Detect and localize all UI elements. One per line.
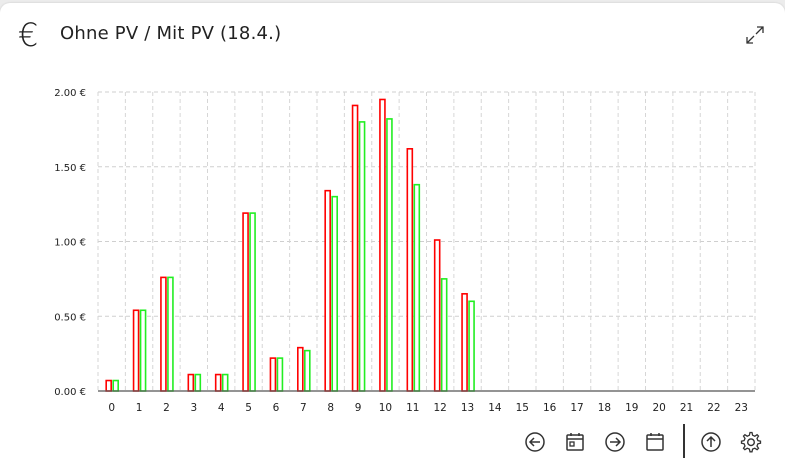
calendar-icon[interactable]	[643, 430, 667, 454]
bar-series-2	[468, 300, 475, 392]
bar-series-2	[194, 373, 202, 392]
x-tick-label: 11	[406, 402, 419, 414]
x-tick-label: 7	[300, 402, 307, 414]
bar-series-1	[461, 293, 468, 392]
bar-series-1	[379, 98, 386, 392]
bar-series-2	[440, 278, 448, 392]
y-tick-label: 1.50 €	[54, 163, 86, 174]
bar-series-2	[112, 379, 119, 392]
bar-series-2	[358, 121, 366, 392]
x-tick-label: 12	[434, 402, 447, 414]
bar-series-1	[187, 373, 195, 392]
toolbar-divider	[683, 424, 685, 458]
x-tick-label: 5	[245, 402, 252, 414]
arrow-right-circle-icon[interactable]	[603, 430, 627, 454]
bar-series-1	[406, 148, 414, 392]
x-tick-label: 4	[218, 402, 225, 414]
bar-series-2	[331, 195, 338, 392]
euro-icon: €	[18, 16, 39, 54]
bar-series-2	[167, 276, 174, 392]
bar-series-2	[304, 349, 311, 392]
y-tick-label: 0.50 €	[54, 312, 86, 323]
bar-series-1	[297, 346, 304, 392]
x-tick-label: 0	[108, 402, 115, 414]
x-tick-label: 18	[598, 402, 611, 414]
bar-series-2	[386, 118, 393, 392]
x-tick-label: 17	[570, 402, 583, 414]
expand-icon[interactable]	[745, 25, 765, 45]
arrow-up-circle-icon[interactable]	[699, 430, 723, 454]
bar-series-1	[160, 276, 167, 392]
bar-series-1	[351, 104, 359, 392]
x-tick-label: 13	[461, 402, 474, 414]
x-tick-label: 23	[735, 402, 748, 414]
bar-series-1	[269, 357, 277, 392]
bar-series-2	[139, 309, 147, 392]
x-tick-label: 15	[516, 402, 529, 414]
bar-series-2	[276, 357, 284, 392]
x-tick-label: 19	[625, 402, 638, 414]
bar-series-1	[242, 212, 249, 392]
bar-series-1	[105, 379, 112, 392]
y-tick-label: 1.00 €	[54, 238, 86, 249]
x-tick-label: 14	[488, 402, 502, 414]
x-tick-label: 10	[379, 402, 392, 414]
y-tick-label: 0.00 €	[54, 387, 86, 398]
x-tick-label: 22	[707, 402, 720, 414]
x-tick-label: 1	[136, 402, 143, 414]
x-tick-label: 6	[273, 402, 280, 414]
gear-icon[interactable]	[739, 430, 763, 454]
bar-series-1	[132, 309, 140, 392]
x-tick-label: 20	[653, 402, 666, 414]
bar-series-1	[214, 373, 222, 392]
bar-series-2	[413, 183, 421, 392]
bar-series-1	[433, 239, 441, 392]
chart-toolbar	[520, 424, 780, 458]
x-tick-label: 2	[163, 402, 170, 414]
x-tick-label: 21	[680, 402, 693, 414]
bar-series-2	[221, 373, 229, 392]
arrow-left-circle-icon[interactable]	[523, 430, 547, 454]
x-tick-label: 8	[327, 402, 334, 414]
bar-series-1	[324, 189, 331, 392]
bar-series-2	[249, 212, 256, 392]
y-tick-label: 2.00 €	[54, 88, 86, 99]
x-tick-label: 16	[543, 402, 557, 414]
x-tick-label: 9	[355, 402, 362, 414]
chart-title: Ohne PV / Mit PV (18.4.)	[60, 23, 282, 44]
x-tick-label: 3	[190, 402, 197, 414]
calendar-today-icon[interactable]	[563, 430, 587, 454]
